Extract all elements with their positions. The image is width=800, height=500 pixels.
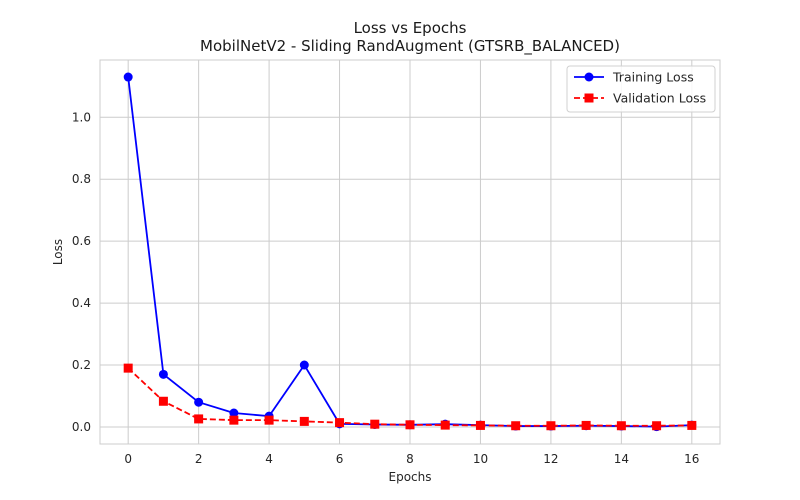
validation-loss-point bbox=[299, 416, 309, 426]
legend-training-marker bbox=[584, 72, 594, 82]
legend: Training Loss Validation Loss bbox=[566, 65, 716, 113]
y-tick-label: 1.0 bbox=[72, 110, 91, 124]
validation-loss-point bbox=[194, 414, 204, 424]
y-tick-label: 0.2 bbox=[72, 358, 91, 372]
validation-loss-point bbox=[123, 363, 133, 373]
validation-loss-point bbox=[158, 396, 168, 406]
x-axis-ticks: 0 2 4 6 8 10 12 14 16 bbox=[124, 452, 699, 466]
x-tick-label: 2 bbox=[195, 452, 203, 466]
plot-area bbox=[99, 59, 721, 445]
y-axis-ticks: 0.0 0.2 0.4 0.6 0.8 1.0 bbox=[72, 110, 91, 434]
validation-loss-point bbox=[581, 420, 591, 430]
validation-loss-point bbox=[652, 421, 662, 431]
validation-loss-point bbox=[440, 420, 450, 430]
validation-loss-point bbox=[405, 420, 415, 430]
x-tick-label: 10 bbox=[473, 452, 488, 466]
y-tick-label: 0.8 bbox=[72, 172, 91, 186]
validation-loss-point bbox=[687, 420, 697, 430]
validation-loss-point bbox=[370, 419, 380, 429]
validation-loss-point bbox=[511, 421, 521, 431]
validation-loss-point bbox=[616, 421, 626, 431]
x-tick-label: 12 bbox=[543, 452, 558, 466]
validation-loss-point bbox=[264, 415, 274, 425]
legend-training-label: Training Loss bbox=[612, 70, 694, 85]
series-layer bbox=[123, 72, 697, 432]
validation-loss-point bbox=[335, 418, 345, 428]
chart-title: Loss vs Epochs bbox=[354, 19, 467, 37]
y-tick-label: 0.0 bbox=[72, 420, 91, 434]
y-tick-label: 0.6 bbox=[72, 234, 91, 248]
training-loss-point bbox=[299, 360, 309, 370]
x-tick-label: 16 bbox=[684, 452, 699, 466]
training-loss-point bbox=[229, 408, 239, 418]
chart-subtitle: MobilNetV2 - Sliding RandAugment (GTSRB_… bbox=[200, 37, 620, 56]
training-loss-point bbox=[123, 72, 133, 82]
validation-loss-point bbox=[229, 415, 239, 425]
x-tick-label: 6 bbox=[336, 452, 344, 466]
y-tick-label: 0.4 bbox=[72, 296, 91, 310]
x-tick-label: 4 bbox=[265, 452, 273, 466]
training-loss-point bbox=[158, 369, 168, 379]
validation-loss-point bbox=[546, 421, 556, 431]
legend-validation-marker bbox=[584, 93, 594, 103]
x-axis-label: Epochs bbox=[389, 470, 432, 484]
x-tick-label: 8 bbox=[406, 452, 414, 466]
training-loss-point bbox=[194, 397, 204, 407]
legend-validation-label: Validation Loss bbox=[613, 91, 706, 106]
y-axis-label: Loss bbox=[51, 239, 65, 265]
x-tick-label: 0 bbox=[124, 452, 132, 466]
x-tick-label: 14 bbox=[614, 452, 629, 466]
validation-loss-point bbox=[475, 420, 485, 430]
